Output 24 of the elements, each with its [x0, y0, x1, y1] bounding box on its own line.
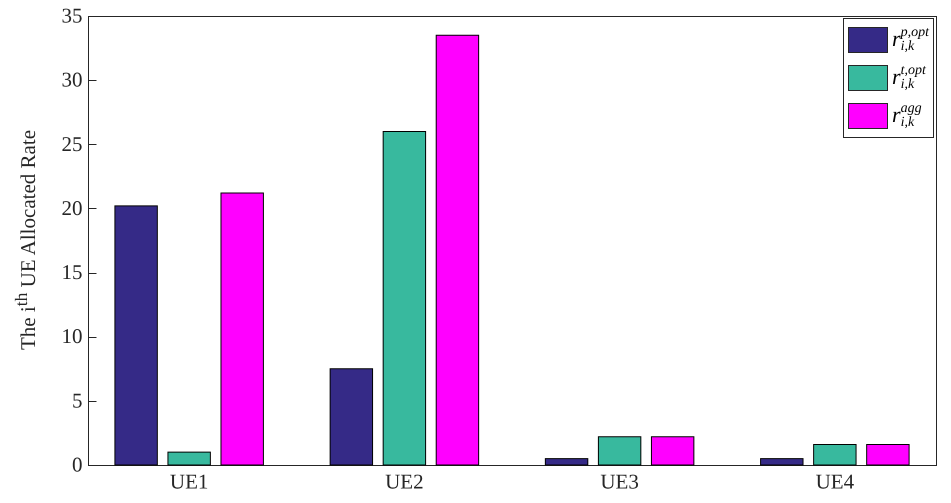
y-tick-label: 10: [62, 324, 82, 348]
bar: [813, 444, 857, 466]
bar: [382, 130, 426, 466]
x-tick-label: UE1: [170, 470, 208, 494]
x-tick-label: UE3: [600, 470, 639, 494]
bar: [220, 192, 264, 466]
x-tick-label: UE2: [385, 470, 424, 494]
x-tick-label: UE4: [816, 470, 855, 494]
bar: [760, 458, 804, 466]
bar: [436, 34, 480, 466]
bar: [866, 444, 910, 466]
y-tick-label: 25: [62, 132, 82, 156]
y-tick-label: 30: [62, 68, 82, 92]
bar: [114, 205, 158, 466]
y-tick-label: 20: [62, 196, 82, 220]
y-tick-label: 35: [62, 4, 82, 28]
y-tick-label: 15: [62, 260, 82, 284]
y-tick-label: 0: [72, 452, 82, 476]
bar: [167, 452, 211, 466]
bar: [598, 436, 642, 466]
y-tick-label: 5: [72, 388, 82, 412]
bar: [650, 436, 694, 466]
bar: [544, 458, 588, 466]
bar: [330, 368, 374, 466]
